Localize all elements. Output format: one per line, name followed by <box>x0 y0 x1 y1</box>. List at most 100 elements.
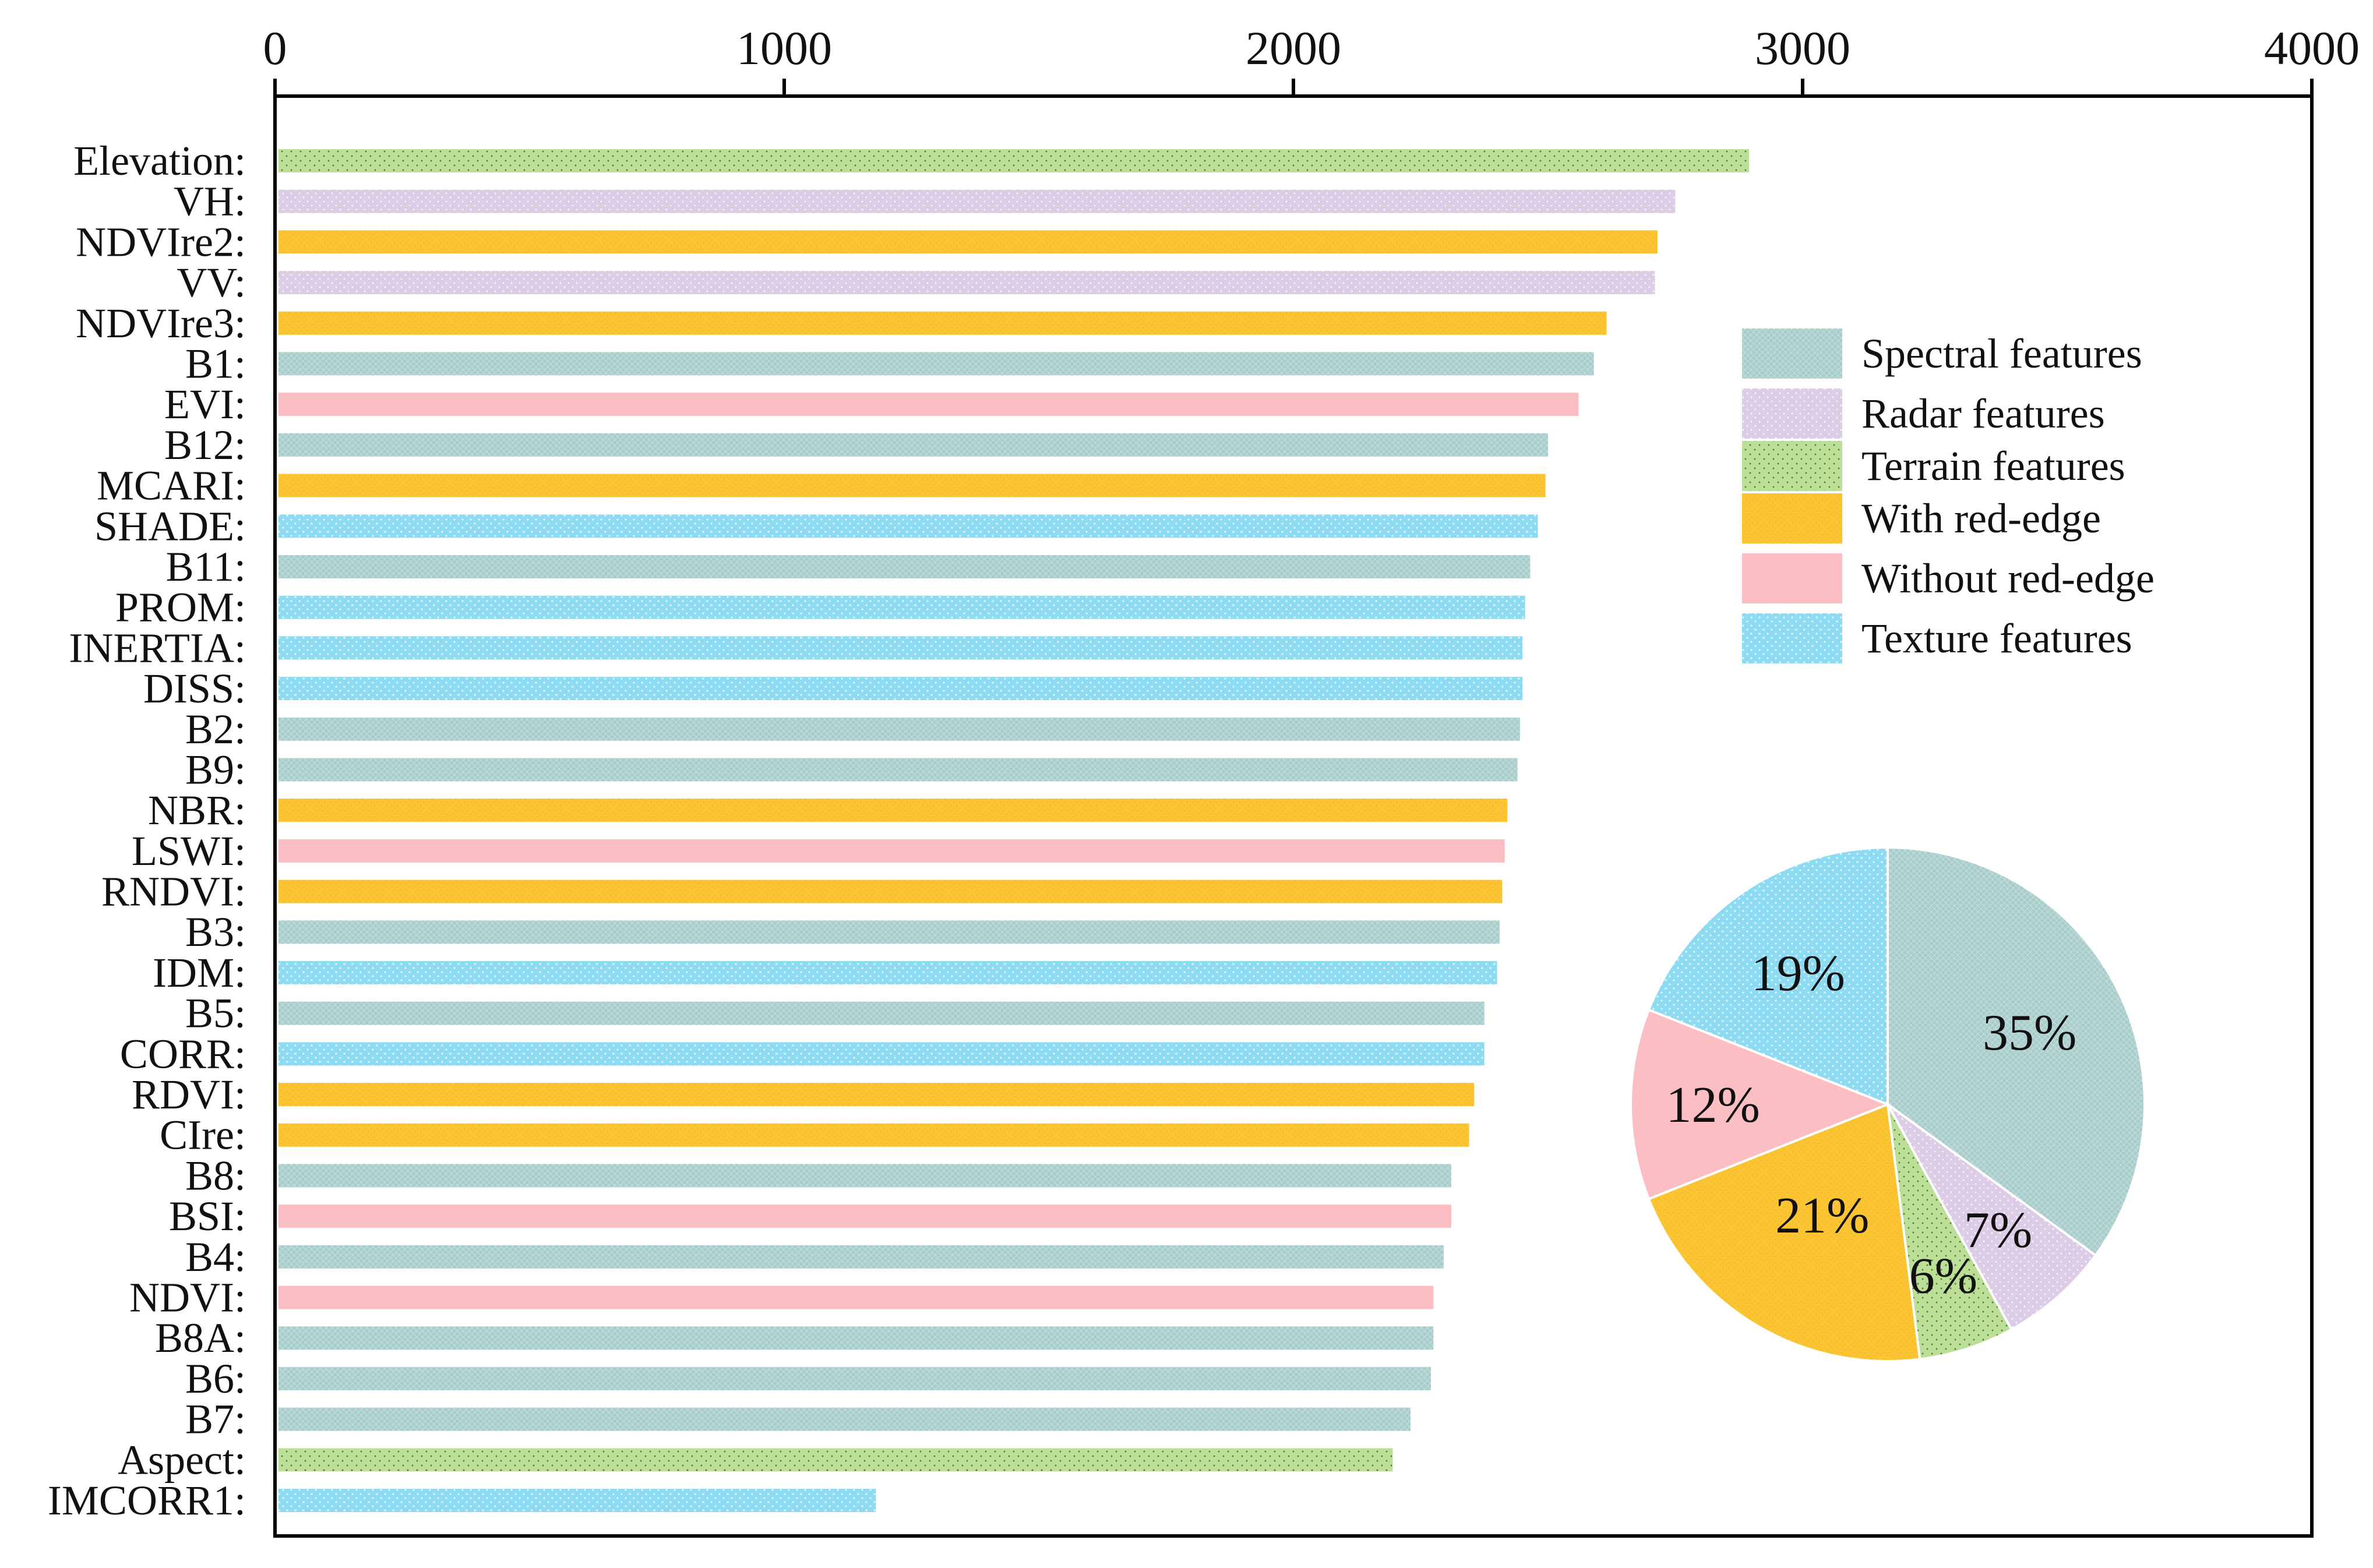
bar <box>278 189 1676 213</box>
category-label: B2: <box>185 706 246 753</box>
category-label: B8A: <box>155 1315 246 1361</box>
bar <box>278 1042 1485 1066</box>
bar <box>278 1164 1451 1188</box>
x-tick-label: 4000 <box>2264 22 2360 75</box>
category-label: IDM: <box>153 949 246 996</box>
category-label: EVI: <box>164 381 246 428</box>
bar <box>278 595 1525 619</box>
x-tick-label: 3000 <box>1755 22 1850 75</box>
legend-swatch <box>1742 613 1842 663</box>
pie-slice <box>1887 1103 2097 1332</box>
category-label: NBR: <box>148 787 246 834</box>
bar <box>278 311 1607 335</box>
bar <box>278 149 1750 172</box>
category-label: CIre: <box>160 1112 246 1159</box>
legend-swatch <box>1742 389 1842 439</box>
category-label: MCARI: <box>97 462 246 509</box>
category-label: B3: <box>185 909 246 955</box>
bar-series <box>278 149 1750 1512</box>
bar <box>278 717 1520 741</box>
category-label: B4: <box>185 1234 246 1280</box>
legend-swatch <box>1742 493 1842 543</box>
category-label: B12: <box>164 422 246 468</box>
pie-slice-label: 12% <box>1666 1077 1760 1133</box>
category-label: RNDVI: <box>101 868 246 915</box>
legend-label: With red-edge <box>1861 495 2101 542</box>
pie-slice-label: 21% <box>1775 1188 1869 1244</box>
bar <box>278 271 1655 295</box>
category-label: PROM: <box>115 584 246 631</box>
bar <box>278 677 1523 701</box>
category-labels: Elevation:VH:NDVIre2:VV:NDVIre3:B1:EVI:B… <box>48 137 246 1524</box>
category-label: Aspect: <box>118 1436 246 1483</box>
x-tick-label: 2000 <box>1246 22 1341 75</box>
category-label: NDVI: <box>129 1274 246 1321</box>
legend-label: Texture features <box>1861 615 2132 662</box>
bar <box>278 393 1579 416</box>
pie-slice-label: 19% <box>1751 945 1845 1002</box>
legend-swatch <box>1742 553 1842 603</box>
bar <box>278 1083 1475 1107</box>
bar <box>278 433 1548 457</box>
x-tick-label: 0 <box>263 22 287 75</box>
category-label: INERTIA: <box>69 624 246 671</box>
bar <box>278 880 1503 903</box>
bar <box>278 1123 1469 1147</box>
bar <box>278 352 1594 376</box>
bar <box>278 1326 1434 1350</box>
bar <box>278 1448 1393 1472</box>
pie-slice-label: 7% <box>1964 1202 2032 1259</box>
category-label: B6: <box>185 1355 246 1402</box>
category-label: VH: <box>174 178 246 225</box>
pie-slice <box>1630 1008 1891 1200</box>
category-label: CORR: <box>120 1030 246 1077</box>
bar <box>278 555 1531 578</box>
bar <box>278 1245 1444 1269</box>
bar <box>278 474 1546 497</box>
x-axis: 0 1000 2000 3000 4000 <box>263 22 2360 96</box>
category-label: B1: <box>185 340 246 387</box>
category-label: LSWI: <box>132 828 246 874</box>
bar <box>278 1489 876 1512</box>
category-label: SHADE: <box>94 503 246 549</box>
category-label: B8: <box>185 1152 246 1199</box>
category-label: RDVI: <box>132 1071 246 1118</box>
pie-slice <box>1647 1103 1921 1362</box>
category-label: B11: <box>166 543 246 590</box>
category-label: DISS: <box>143 665 246 712</box>
bar <box>278 799 1508 822</box>
pie-slice <box>1887 846 2146 1258</box>
legend-label: Terrain features <box>1861 443 2125 489</box>
bar <box>278 1286 1434 1309</box>
pie-slice-label: 35% <box>1983 1005 2076 1061</box>
legend-label: Without red-edge <box>1861 555 2155 602</box>
category-label: VV: <box>177 259 246 306</box>
legend-label: Radar features <box>1861 390 2105 437</box>
bar <box>278 920 1500 944</box>
category-label: B9: <box>185 746 246 793</box>
category-label: NDVIre2: <box>76 218 246 265</box>
pie-slice-label: 6% <box>1909 1248 1977 1305</box>
bar <box>278 1366 1431 1390</box>
bar <box>278 1205 1451 1228</box>
bar <box>278 230 1658 254</box>
legend-label: Spectral features <box>1861 330 2142 377</box>
bar <box>278 1407 1411 1431</box>
category-label: BSI: <box>169 1193 246 1239</box>
category-label: IMCORR1: <box>48 1477 246 1524</box>
category-label: Elevation: <box>73 137 246 184</box>
category-label: NDVIre3: <box>76 300 246 347</box>
bar <box>278 960 1497 984</box>
bar <box>278 514 1538 538</box>
legend-swatch <box>1742 441 1842 491</box>
bar <box>278 1001 1485 1025</box>
legend-swatch <box>1742 329 1842 379</box>
bar <box>278 839 1505 863</box>
category-label: B7: <box>185 1396 246 1443</box>
pie-slice <box>1647 846 1889 1106</box>
category-label: B5: <box>185 990 246 1037</box>
pie-slice <box>1887 1104 2014 1361</box>
bar <box>278 636 1523 660</box>
bar <box>278 758 1518 782</box>
